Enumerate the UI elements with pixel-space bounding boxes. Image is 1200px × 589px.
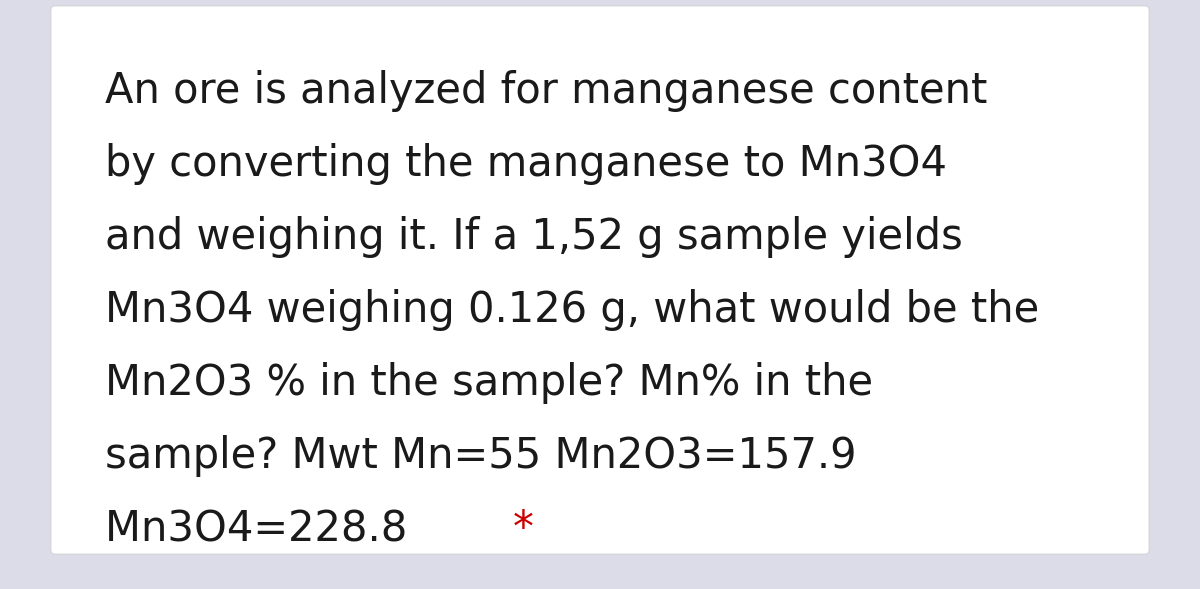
Text: by converting the manganese to Mn3O4: by converting the manganese to Mn3O4 — [106, 143, 947, 185]
FancyBboxPatch shape — [50, 6, 1150, 554]
Text: An ore is analyzed for manganese content: An ore is analyzed for manganese content — [106, 70, 988, 112]
Text: Mn2O3 % in the sample? Mn% in the: Mn2O3 % in the sample? Mn% in the — [106, 362, 874, 404]
Text: *: * — [512, 508, 533, 550]
Text: Mn3O4 weighing 0.126 g, what would be the: Mn3O4 weighing 0.126 g, what would be th… — [106, 289, 1039, 331]
Text: Mn3O4=228.8: Mn3O4=228.8 — [106, 508, 421, 550]
Text: and weighing it. If a 1,52 g sample yields: and weighing it. If a 1,52 g sample yiel… — [106, 216, 962, 258]
Text: sample? Mwt Mn=55 Mn2O3=157.9: sample? Mwt Mn=55 Mn2O3=157.9 — [106, 435, 857, 477]
